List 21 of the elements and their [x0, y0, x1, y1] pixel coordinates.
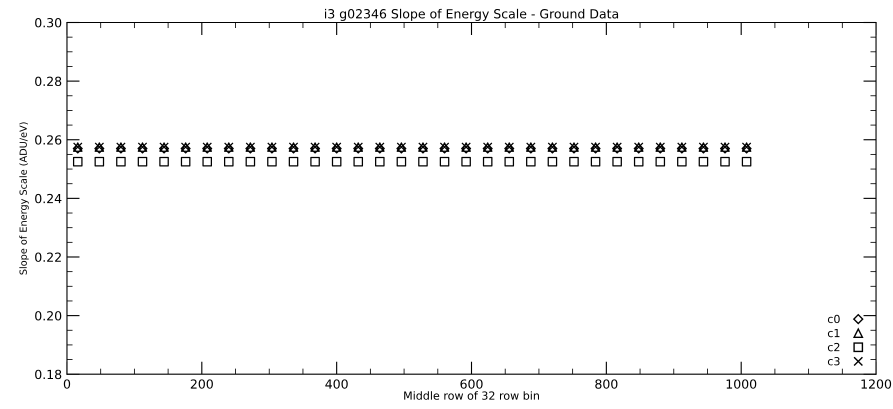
- legend-label: c1: [828, 328, 840, 338]
- x-tick-label: 1000: [726, 379, 756, 389]
- x-tick-label: 400: [325, 379, 348, 389]
- x-tick-label: 200: [190, 379, 213, 389]
- x-tick-label: 600: [460, 379, 483, 389]
- legend-label: c3: [828, 357, 840, 366]
- legend-label: c2: [828, 342, 840, 352]
- x-tick-label: 800: [595, 379, 618, 389]
- y-tick-label: 0.24: [35, 194, 62, 204]
- x-tick-label: 0: [64, 379, 70, 389]
- y-tick-label: 0.28: [35, 76, 62, 86]
- x-tick-label: 1200: [862, 379, 892, 389]
- y-tick-label: 0.22: [35, 252, 61, 262]
- y-tick-label: 0.18: [35, 370, 62, 380]
- y-tick-label: 0.30: [35, 18, 62, 28]
- y-tick-label: 0.20: [35, 311, 62, 321]
- legend-label: c0: [828, 314, 840, 324]
- y-axis-title: Slope of Energy Scale (ADU/eV): [19, 122, 29, 275]
- x-axis-title: Middle row of 32 row bin: [404, 391, 539, 400]
- y-tick-label: 0.26: [35, 135, 62, 145]
- chart-title: i3 g02346 Slope of Energy Scale - Ground Data: [325, 8, 618, 21]
